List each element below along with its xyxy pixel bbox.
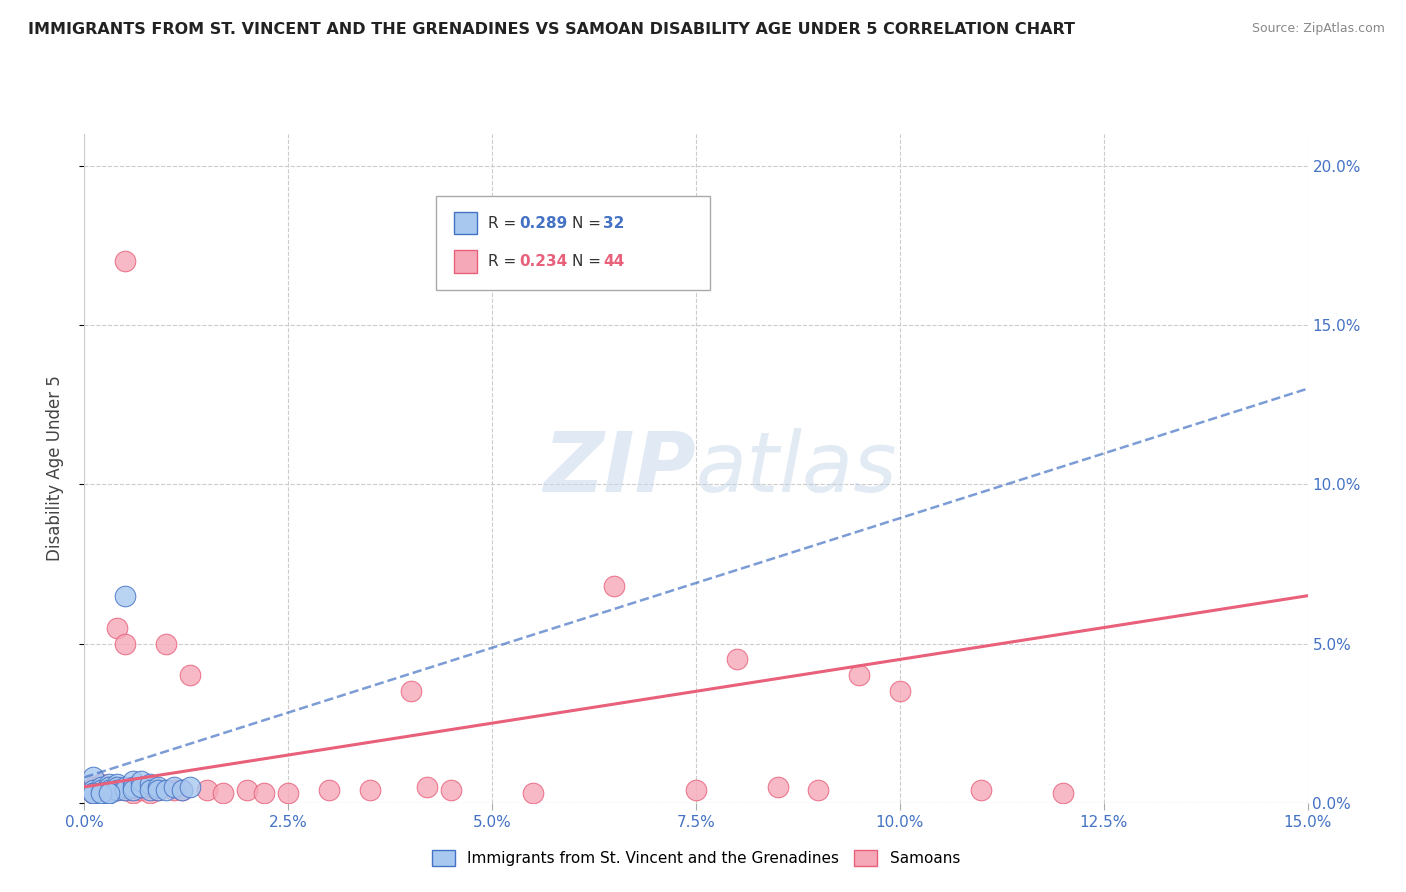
Point [122,783,145,797]
Point [848,668,870,682]
Y-axis label: Disability Age Under 5: Disability Age Under 5 [45,376,63,561]
Point [90,777,112,791]
Point [105,780,128,794]
Point [359,783,381,797]
Text: ZIP: ZIP [543,428,696,508]
Point [179,668,201,682]
Text: 32: 32 [603,216,624,230]
Point [131,773,153,788]
Point [277,786,299,800]
Text: 44: 44 [603,254,624,268]
Text: R =: R = [488,216,522,230]
Point [90,783,112,797]
Point [253,786,276,800]
Point [97,780,120,794]
Text: IMMIGRANTS FROM ST. VINCENT AND THE GRENADINES VS SAMOAN DISABILITY AGE UNDER 5 : IMMIGRANTS FROM ST. VINCENT AND THE GREN… [28,22,1076,37]
Point [440,783,463,797]
Point [114,780,136,794]
Point [416,780,439,794]
Text: 0.234: 0.234 [519,254,567,268]
Point [172,783,194,797]
Point [82,786,104,800]
Point [82,783,104,797]
Point [146,783,169,797]
Text: atlas: atlas [696,428,897,508]
Point [685,783,707,797]
Point [179,780,201,794]
Point [82,770,104,784]
Point [1052,786,1074,800]
Point [90,780,112,794]
Point [131,780,153,794]
Point [195,783,218,797]
Point [114,636,136,650]
Point [122,783,145,797]
Point [146,780,169,794]
Point [97,777,120,791]
Text: N =: N = [572,254,606,268]
Point [114,783,136,797]
Point [97,786,120,800]
Point [90,786,112,800]
Legend: Immigrants from St. Vincent and the Grenadines, Samoans: Immigrants from St. Vincent and the Gren… [426,844,966,872]
Point [97,780,120,794]
Point [766,780,789,794]
Point [82,780,104,794]
Point [97,786,120,800]
Point [97,783,120,797]
Point [236,783,259,797]
Point [146,783,169,797]
Point [138,783,160,797]
Point [889,684,911,698]
Point [90,786,112,800]
Point [155,636,177,650]
Point [105,783,128,797]
Point [155,783,177,797]
Point [163,783,186,797]
Point [138,777,160,791]
Point [131,780,153,794]
Point [318,783,340,797]
Point [603,579,626,593]
Point [725,652,748,666]
Point [138,786,160,800]
Point [114,783,136,797]
Point [131,783,153,797]
Point [90,783,112,797]
Point [82,786,104,800]
Point [122,786,145,800]
Point [807,783,830,797]
Point [970,783,993,797]
Point [105,621,128,635]
Point [114,254,136,268]
Point [82,786,104,800]
Point [90,783,112,797]
Point [138,780,160,794]
Point [114,589,136,603]
Point [172,783,194,797]
Point [97,783,120,797]
Point [163,780,186,794]
Text: Source: ZipAtlas.com: Source: ZipAtlas.com [1251,22,1385,36]
Point [82,783,104,797]
Point [212,786,235,800]
Point [122,773,145,788]
Text: N =: N = [572,216,606,230]
Text: 0.289: 0.289 [519,216,567,230]
Point [105,777,128,791]
Point [105,783,128,797]
Point [122,780,145,794]
Point [399,684,422,698]
Point [522,786,544,800]
Text: R =: R = [488,254,522,268]
